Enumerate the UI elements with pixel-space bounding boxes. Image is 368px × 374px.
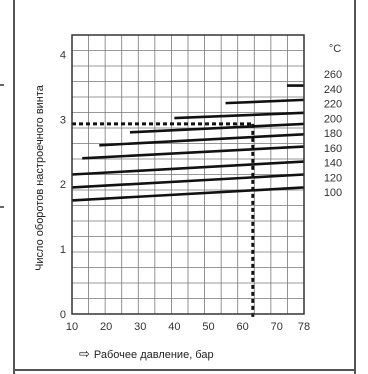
x-tick-label: 50: [202, 321, 214, 333]
frame-bottom-border: [13, 369, 356, 371]
legend-unit-label: °C: [329, 43, 341, 55]
y-tick-label: 4: [60, 49, 66, 61]
frame-left-border: [13, 0, 15, 374]
x-tick-label: 10: [66, 321, 78, 333]
x-tick-label: 70: [271, 321, 283, 333]
series-line: [99, 132, 305, 147]
series-label: 160: [324, 143, 342, 155]
series-label: 100: [324, 187, 342, 199]
series-line: [174, 111, 305, 120]
y-tick-label: 3: [60, 114, 66, 126]
y-axis-ticks: 0 1 2 3 4: [60, 49, 66, 321]
series-line: [71, 160, 305, 176]
series-line: [82, 145, 305, 160]
series-label: 180: [324, 128, 342, 140]
series-labels: 100 120 140 160 180 200 220 240 260: [324, 69, 342, 199]
reference-guide: [72, 122, 255, 318]
x-tick-label: 78: [298, 321, 310, 333]
series-label: 120: [324, 172, 342, 184]
chart-grid: [72, 35, 304, 314]
x-axis-title: ⇨ Рабочее давление, бар: [79, 346, 214, 362]
series-label: 260: [324, 69, 342, 81]
series-label: 200: [324, 113, 342, 125]
series-line: [71, 186, 305, 202]
x-tick-label: 60: [236, 321, 248, 333]
x-tick-label: 40: [168, 321, 180, 333]
series-line: [129, 122, 305, 134]
y-tick-label: 2: [60, 179, 66, 191]
plot-border: [71, 34, 305, 315]
series-line: [71, 173, 305, 189]
x-tick-label: 30: [134, 321, 146, 333]
y-tick-label: 0: [60, 309, 66, 321]
series-line: [225, 98, 305, 105]
y-tick-label: 1: [60, 244, 66, 256]
series-label: 140: [324, 158, 342, 170]
frame-stub: [0, 84, 4, 86]
series-label: 240: [324, 84, 342, 96]
frame-right-border: [354, 0, 356, 374]
x-axis-title-text: Рабочее давление, бар: [93, 349, 214, 361]
series-label: 220: [324, 99, 342, 111]
x-axis-ticks: 10 20 30 40 50 60 70 78: [66, 321, 310, 333]
arrow-right-icon: ⇨: [79, 346, 90, 361]
chart-series: [71, 84, 305, 202]
frame-stub: [0, 206, 4, 208]
x-tick-label: 20: [100, 321, 112, 333]
y-axis-title: Число оборотов настроечного винта: [34, 84, 46, 271]
